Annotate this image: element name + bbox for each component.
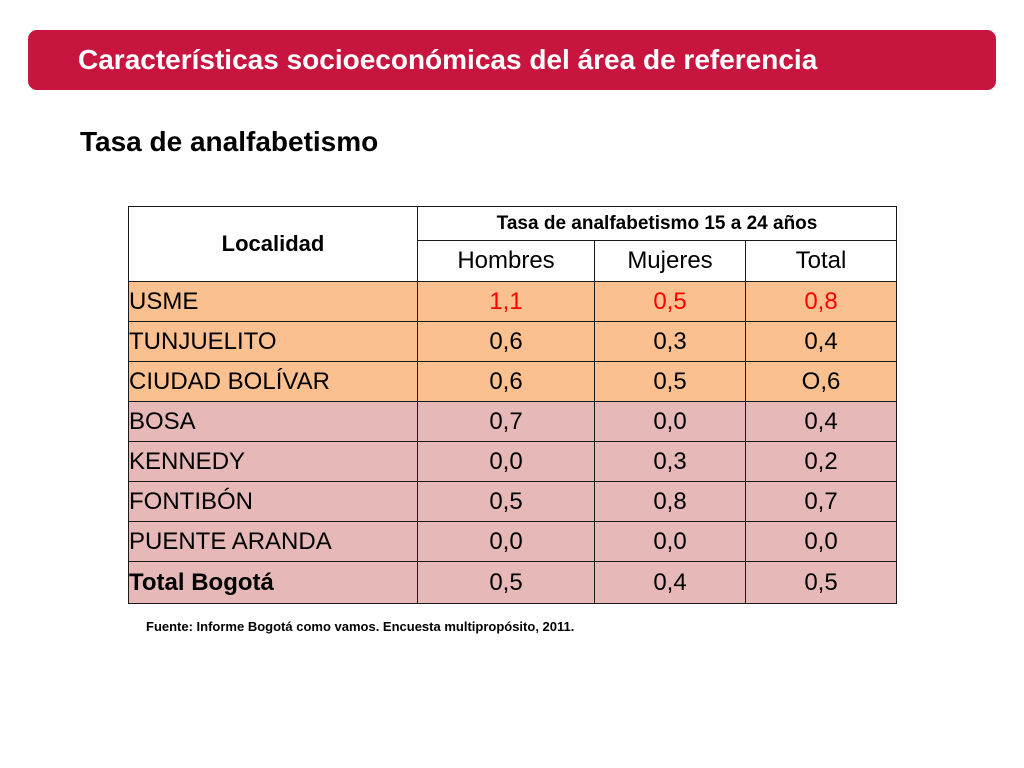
- table-header-row: Localidad Tasa de analfabetismo 15 a 24 …: [128, 206, 898, 282]
- table-subheader-row: Hombres Mujeres Total: [129, 240, 898, 282]
- table-row-puente-aranda: PUENTE ARANDA 0,0 0,0 0,0: [128, 521, 898, 562]
- column-header-hombres: Hombres: [417, 240, 595, 282]
- slide-subtitle: Tasa de analfabetismo: [80, 126, 379, 157]
- hombres-cell: 0,5: [417, 481, 595, 522]
- table-row-kennedy: KENNEDY 0,0 0,3 0,2: [128, 441, 898, 482]
- hombres-cell: 0,6: [417, 321, 595, 362]
- hombres-cell: 0,7: [417, 401, 595, 442]
- rate-group-header: Tasa de analfabetismo 15 a 24 años: [416, 206, 898, 241]
- title-banner: Características socioeconómicas del área…: [28, 30, 996, 90]
- total-cell: 0,2: [744, 441, 898, 482]
- hombres-cell: 0,6: [417, 361, 595, 402]
- column-header-total: Total: [744, 240, 898, 282]
- locality-cell: BOSA: [128, 401, 418, 442]
- total-cell: 0,4: [744, 401, 898, 442]
- mujeres-cell: 0,3: [594, 321, 746, 362]
- total-cell: 0,0: [744, 521, 898, 562]
- mujeres-cell: 0,5: [594, 361, 746, 402]
- table-row-tunjuelito: TUNJUELITO 0,6 0,3 0,4: [128, 321, 898, 362]
- slide-title: Características socioeconómicas del área…: [78, 44, 818, 75]
- hombres-cell: 0,0: [417, 441, 595, 482]
- column-header-mujeres: Mujeres: [594, 240, 746, 282]
- mujeres-cell: 0,5: [594, 281, 746, 322]
- table-row-usme: USME 1,1 0,5 0,8: [128, 281, 898, 322]
- locality-cell: USME: [128, 281, 418, 322]
- table-row-fontibon: FONTIBÓN 0,5 0,8 0,7: [128, 481, 898, 522]
- mujeres-cell: 0,0: [594, 401, 746, 442]
- hombres-cell: 0,5: [417, 561, 595, 604]
- total-cell: 0,5: [744, 561, 898, 604]
- total-cell: O,6: [744, 361, 898, 402]
- mujeres-cell: 0,0: [594, 521, 746, 562]
- illiteracy-table: Localidad Tasa de analfabetismo 15 a 24 …: [128, 206, 898, 604]
- mujeres-cell: 0,8: [594, 481, 746, 522]
- locality-cell: TUNJUELITO: [128, 321, 418, 362]
- table-row-bosa: BOSA 0,7 0,0 0,4: [128, 401, 898, 442]
- locality-cell: PUENTE ARANDA: [128, 521, 418, 562]
- locality-cell: KENNEDY: [128, 441, 418, 482]
- total-cell: 0,4: [744, 321, 898, 362]
- mujeres-cell: 0,4: [594, 561, 746, 604]
- table-row-ciudad-bolivar: CIUDAD BOLÍVAR 0,6 0,5 O,6: [128, 361, 898, 402]
- total-cell: 0,8: [744, 281, 898, 322]
- table-row-total-bogota: Total Bogotá 0,5 0,4 0,5: [128, 561, 898, 604]
- locality-cell: CIUDAD BOLÍVAR: [128, 361, 418, 402]
- total-cell: 0,7: [744, 481, 898, 522]
- locality-header: Localidad: [128, 206, 418, 282]
- hombres-cell: 1,1: [417, 281, 595, 322]
- locality-cell: Total Bogotá: [128, 561, 418, 604]
- source-note: Fuente: Informe Bogotá como vamos. Encue…: [146, 619, 575, 634]
- locality-cell: FONTIBÓN: [128, 481, 418, 522]
- mujeres-cell: 0,3: [594, 441, 746, 482]
- hombres-cell: 0,0: [417, 521, 595, 562]
